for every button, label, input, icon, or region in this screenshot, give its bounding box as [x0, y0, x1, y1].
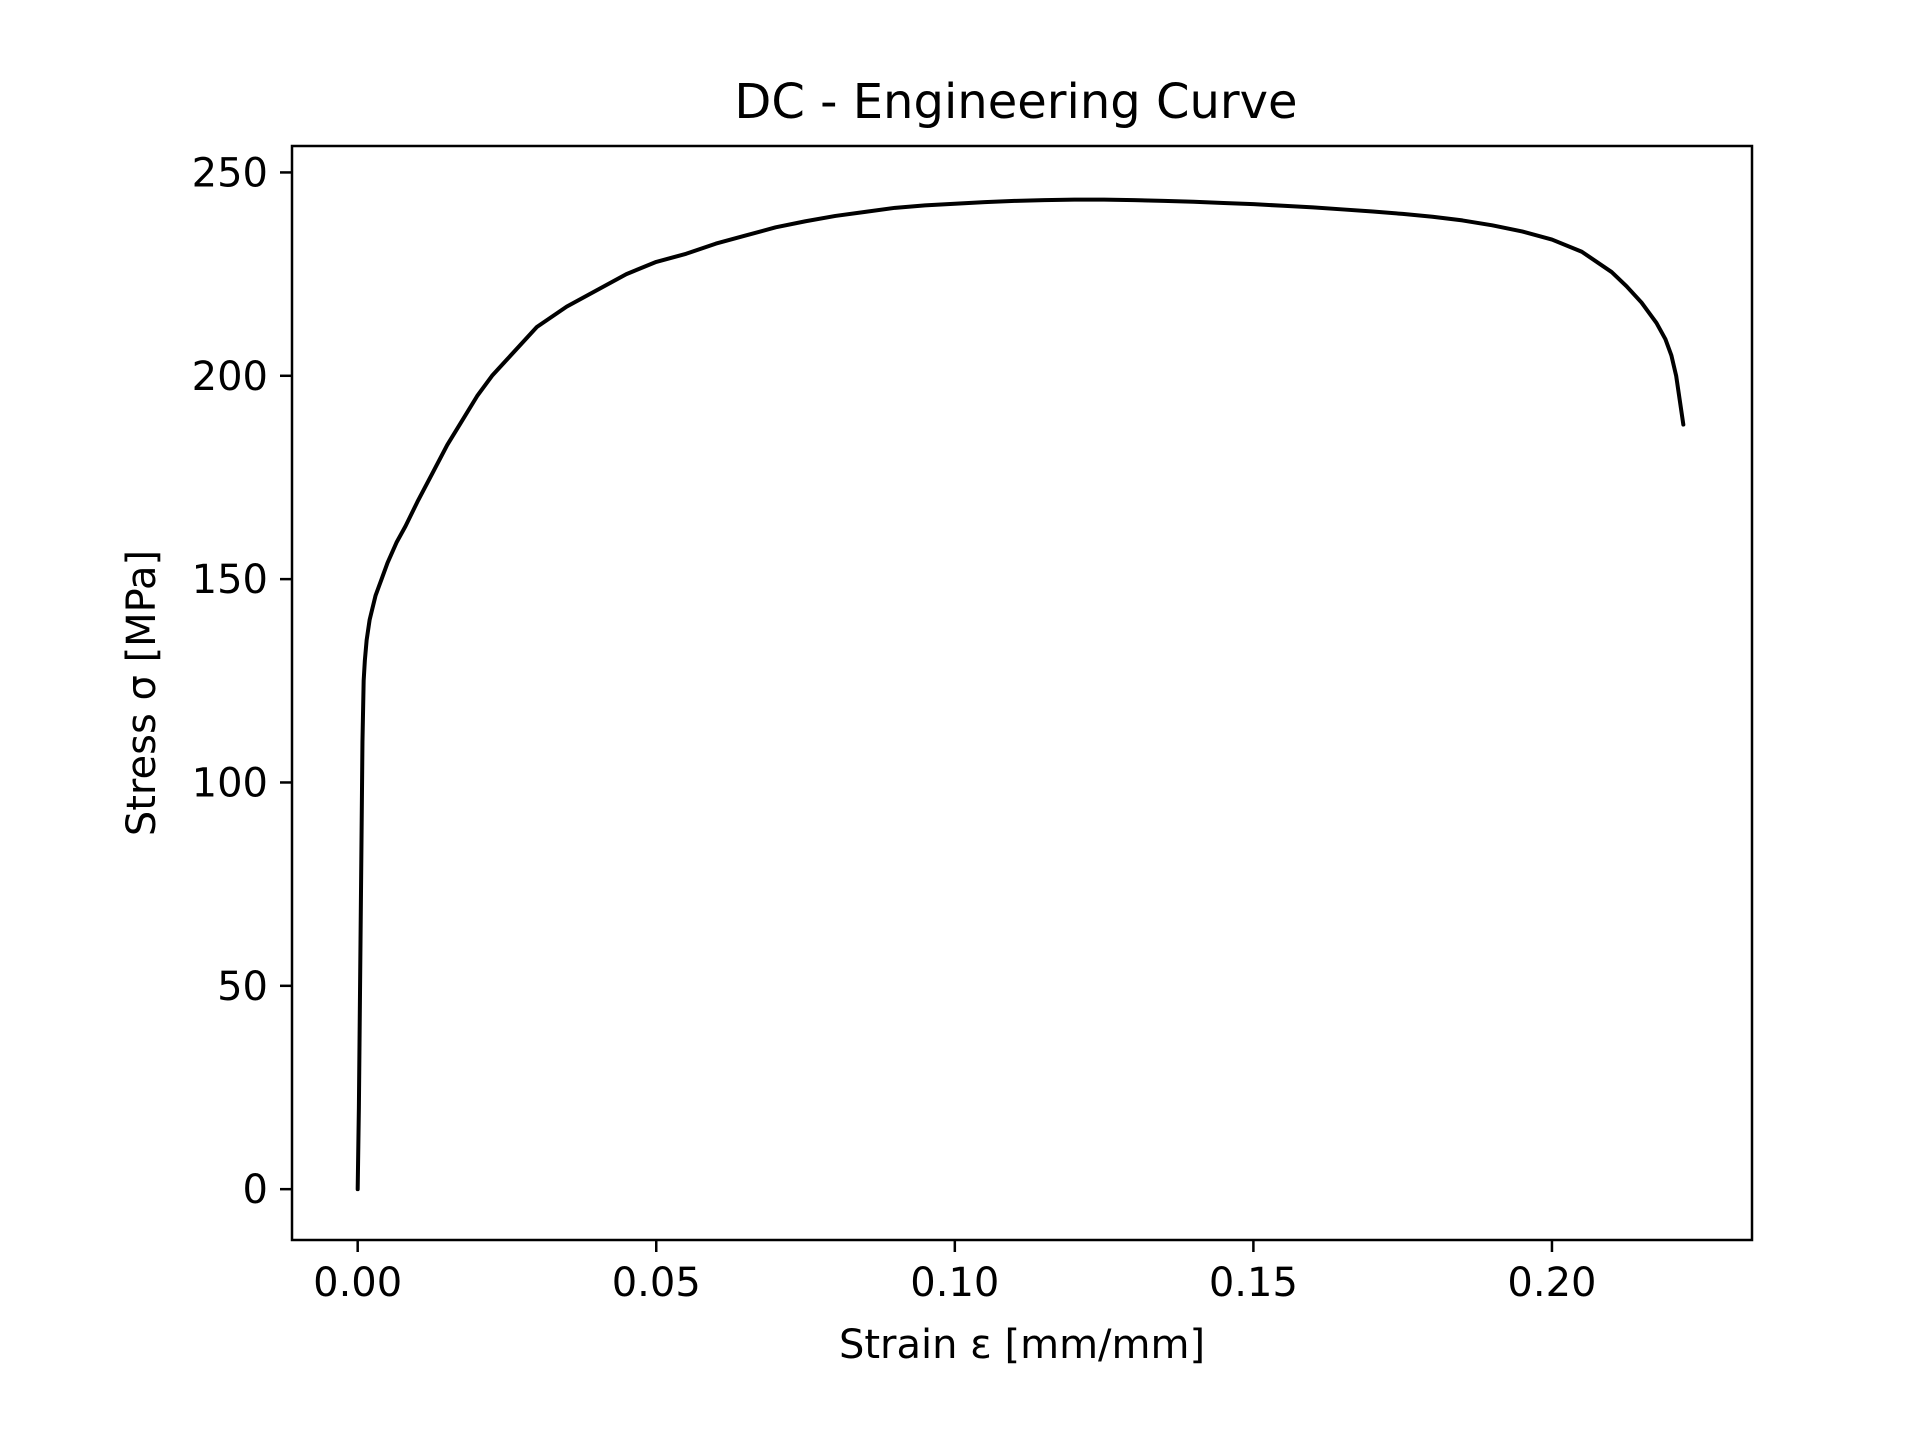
x-tick-label: 0.00: [313, 1260, 402, 1306]
y-axis: 0 50 100 150 200 250: [192, 150, 292, 1213]
series-layer: [355, 197, 1686, 1192]
x-tick-label: 0.05: [612, 1260, 701, 1306]
x-tick-label: 0.20: [1507, 1260, 1596, 1306]
y-tick-label: 150: [192, 557, 268, 603]
x-tick-label: 0.10: [910, 1260, 999, 1306]
y-tick-label: 0: [243, 1167, 268, 1213]
y-axis-title: Stress σ [MPa]: [119, 550, 165, 836]
y-tick-label: 50: [217, 964, 268, 1010]
chart-title: DC - Engineering Curve: [734, 74, 1297, 130]
x-axis: 0.00 0.05 0.10 0.15 0.20: [313, 1240, 1596, 1306]
y-tick-label: 100: [192, 760, 268, 806]
stress-strain-line: [355, 197, 1686, 1192]
y-tick-label: 200: [192, 354, 268, 400]
plot-area-frame: [290, 144, 1754, 1242]
x-tick-label: 0.15: [1209, 1260, 1298, 1306]
y-tick-label: 250: [192, 150, 268, 196]
x-axis-title: Strain ε [mm/mm]: [839, 1322, 1205, 1368]
